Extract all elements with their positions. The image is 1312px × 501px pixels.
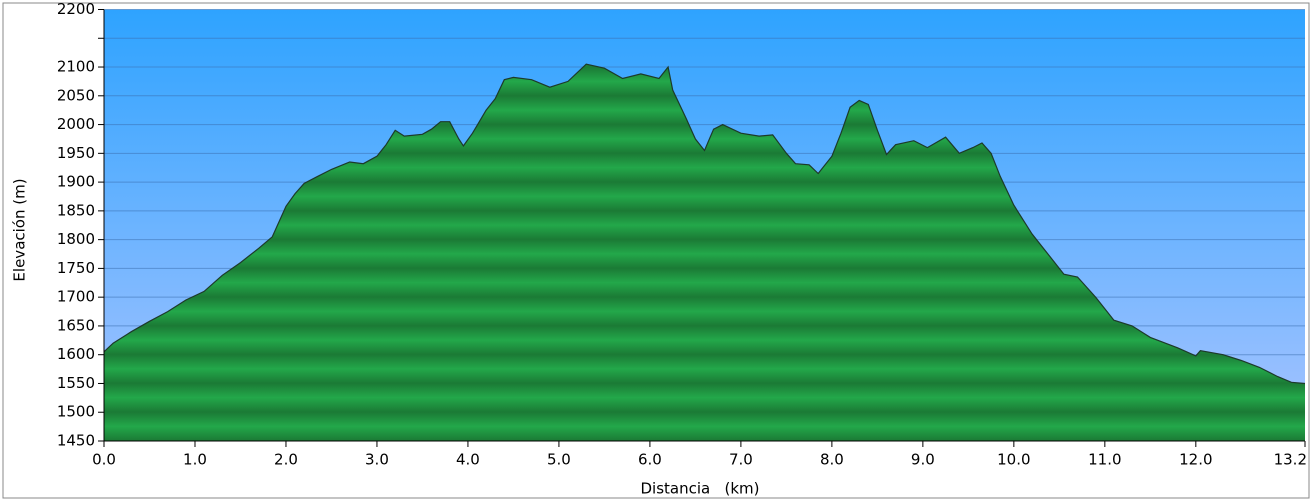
y-tick-label: 1700 [57, 288, 95, 306]
elevation-area [104, 64, 1305, 441]
x-axis-label: Distancia (km) [640, 480, 759, 498]
x-tick-label: 10.0 [997, 451, 1030, 469]
x-tick-label: 1.0 [183, 451, 207, 469]
y-tick-label: 2050 [57, 86, 95, 104]
y-tick-label: 1600 [57, 345, 95, 363]
x-tick-label: 13.2 [1274, 451, 1307, 469]
y-tick-label: 2000 [57, 115, 95, 133]
y-tick-label: 1750 [57, 259, 95, 277]
x-tick-label: 2.0 [274, 451, 298, 469]
y-tick-label: 2200 [57, 0, 95, 18]
y-tick-label: 1550 [57, 374, 95, 392]
y-tick-label: 1500 [57, 403, 95, 421]
y-tick-label: 1850 [57, 201, 95, 219]
y-tick-label: 1950 [57, 144, 95, 162]
x-tick-label: 11.0 [1088, 451, 1121, 469]
x-tick-label: 5.0 [547, 451, 571, 469]
x-tick-label: 4.0 [456, 451, 480, 469]
elevation-outline [103, 63, 1306, 385]
y-axis-label: Elevación (m) [11, 178, 29, 281]
x-tick-label: 0.0 [92, 451, 116, 469]
y-tick-label: 1450 [57, 432, 95, 450]
x-tick-label: 3.0 [365, 451, 389, 469]
y-tick-label: 1650 [57, 316, 95, 334]
y-tick-label: 2100 [57, 58, 95, 76]
y-tick-label: 1800 [57, 230, 95, 248]
x-tick-label: 9.0 [911, 451, 935, 469]
x-tick-label: 7.0 [729, 451, 753, 469]
x-tick-label: 8.0 [820, 451, 844, 469]
x-tick-label: 12.0 [1179, 451, 1212, 469]
x-tick-label: 6.0 [638, 451, 662, 469]
y-tick-label: 1900 [57, 173, 95, 191]
